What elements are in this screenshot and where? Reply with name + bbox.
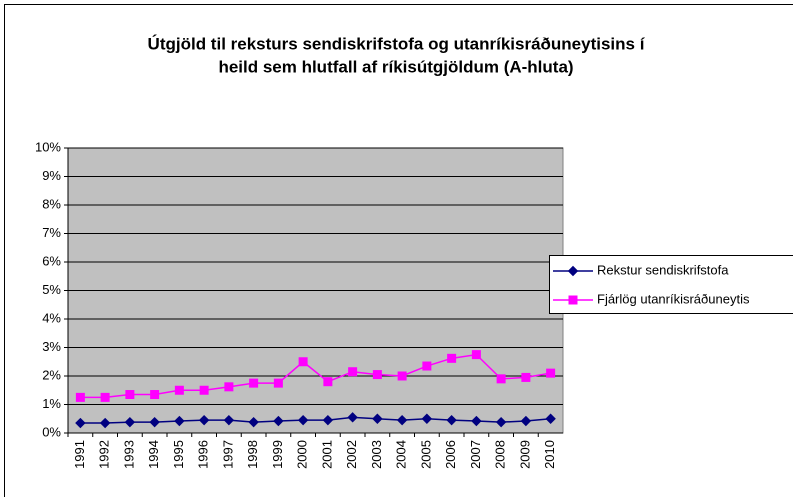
data-point [75, 417, 86, 429]
data-point [396, 414, 408, 426]
data-point [347, 412, 358, 423]
x-tick-label: 2001 [319, 440, 334, 469]
data-point [496, 374, 506, 384]
data-point [174, 385, 184, 395]
data-point [471, 415, 482, 427]
x-tick-label: 1994 [146, 440, 161, 469]
y-tick-label: 1% [42, 396, 61, 411]
data-point [520, 415, 532, 427]
data-point [199, 385, 209, 395]
x-tick-label: 1999 [270, 440, 285, 469]
y-tick-label: 0% [42, 424, 61, 439]
x-tick-label: 2002 [344, 440, 359, 469]
y-tick-label: 2% [42, 367, 61, 382]
data-point [397, 371, 407, 381]
y-tick-label: 4% [42, 310, 61, 325]
x-tick-label: 2010 [542, 440, 557, 469]
x-tick-label: 2008 [493, 440, 508, 469]
data-point [150, 390, 160, 400]
data-point [273, 415, 284, 427]
data-point [297, 414, 309, 426]
data-point [273, 378, 283, 388]
y-tick-label: 9% [42, 168, 61, 183]
data-point [545, 413, 556, 424]
legend-marker [568, 295, 578, 305]
data-point [471, 350, 481, 360]
data-point [372, 413, 383, 424]
x-tick-label: 1991 [72, 440, 87, 469]
data-point [99, 417, 111, 429]
data-point [75, 392, 85, 402]
data-point [248, 416, 259, 428]
data-point [323, 377, 333, 387]
x-tick-label: 1992 [97, 440, 112, 469]
y-tick-label: 3% [42, 339, 61, 354]
x-tick-label: 1997 [220, 440, 235, 469]
y-tick-label: 7% [42, 225, 61, 240]
x-tick-label: 1998 [245, 440, 260, 469]
data-point [174, 415, 185, 427]
chart-title: heild sem hlutfall af ríkisútgjöldum (A-… [218, 57, 573, 76]
data-point [421, 413, 433, 424]
x-tick-label: 2004 [394, 440, 409, 469]
legend-label: Rekstur sendiskrifstofa [597, 262, 729, 277]
x-tick-label: 1993 [121, 440, 136, 469]
data-point [125, 390, 135, 400]
x-tick-label: 2006 [443, 440, 458, 469]
x-tick-label: 2003 [369, 440, 384, 469]
y-tick-label: 8% [42, 196, 61, 211]
x-tick-label: 2000 [295, 440, 310, 469]
y-tick-label: 6% [42, 253, 61, 268]
x-tick-label: 2009 [517, 440, 532, 469]
legend-marker [567, 265, 579, 277]
data-point [224, 382, 234, 392]
data-point [348, 367, 358, 377]
data-point [422, 361, 432, 371]
data-point [546, 368, 556, 378]
data-point [249, 378, 259, 388]
y-tick-label: 10% [35, 139, 61, 154]
data-point [372, 370, 382, 380]
x-tick-label: 1996 [196, 440, 211, 469]
data-point [149, 416, 160, 428]
x-tick-label: 2007 [468, 440, 483, 469]
chart-title: Útgjöld til reksturs sendiskrifstofa og … [148, 34, 646, 53]
data-point [124, 416, 136, 428]
data-point [521, 372, 531, 382]
data-point [198, 414, 210, 426]
data-point [100, 392, 110, 402]
data-point [446, 414, 457, 426]
data-point [447, 353, 457, 363]
data-point [298, 357, 308, 367]
legend-label: Fjárlög utanríkisráðuneytis [597, 291, 750, 306]
legend [549, 255, 793, 314]
y-tick-label: 5% [42, 282, 61, 297]
data-point [223, 414, 235, 426]
x-tick-label: 2005 [418, 440, 433, 469]
data-point [322, 414, 334, 426]
data-point [495, 416, 507, 428]
x-tick-label: 1995 [171, 440, 186, 469]
